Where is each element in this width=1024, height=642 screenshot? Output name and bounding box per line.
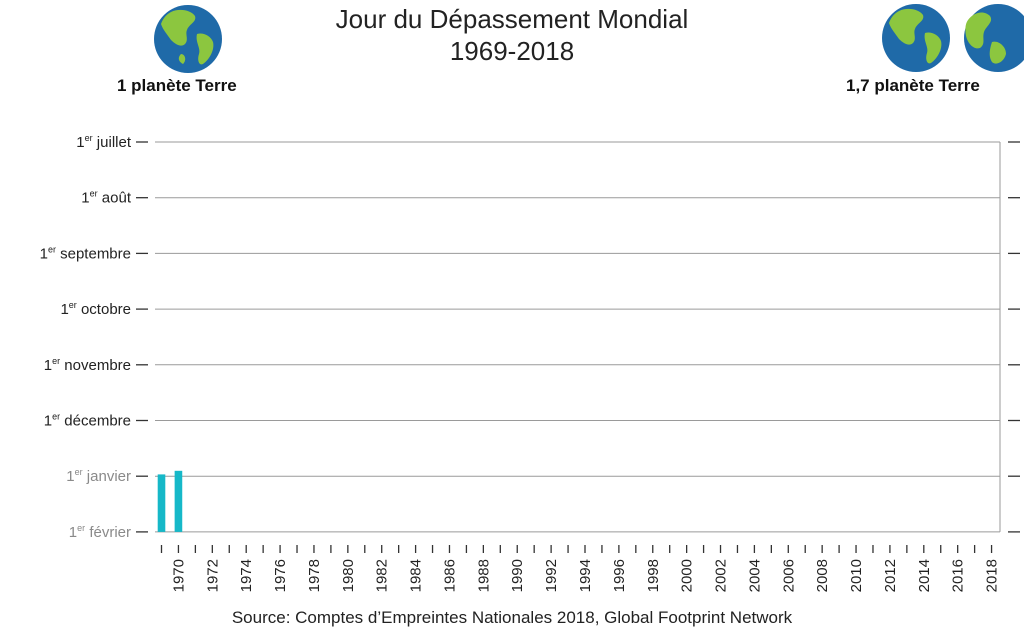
x-tick-label: 1992	[543, 559, 560, 592]
two-earth-globes-icon	[882, 4, 1024, 72]
x-tick-label: 2006	[780, 559, 797, 592]
y-tick-label: 1er juillet	[76, 133, 132, 151]
x-tick-label: 1988	[475, 559, 492, 592]
x-tick-label: 2016	[950, 559, 967, 592]
x-tick-label: 2008	[814, 559, 831, 592]
x-tick-label: 1990	[509, 559, 526, 592]
x-tick-label: 2010	[848, 559, 865, 592]
y-tick-label: 1er février	[69, 523, 131, 541]
right-planet-label: 1,7 planète Terre	[846, 76, 980, 95]
x-tick-label: 1978	[306, 559, 323, 592]
bar-1969	[157, 474, 166, 532]
x-tick-label: 2018	[984, 559, 1001, 592]
y-tick-label: 1er novembre	[44, 356, 131, 374]
x-tick-label: 1986	[441, 559, 458, 592]
x-tick-label: 1980	[340, 559, 357, 592]
x-tick-label: 2012	[882, 559, 899, 592]
earth-globe-icon	[154, 5, 222, 73]
y-tick-label: 1er août	[81, 189, 132, 207]
chart-subtitle: 1969-2018	[449, 36, 575, 66]
source-note: Source: Comptes d’Empreintes Nationales …	[231, 608, 793, 627]
x-tick-label: 1984	[408, 559, 425, 592]
y-tick-label: 1er octobre	[60, 300, 131, 318]
overshoot-bar-chart: 1er juillet 1er août 1er septembre 1er octo…	[40, 133, 1020, 592]
x-tick-label: 1996	[611, 559, 628, 592]
x-tick-label: 1976	[272, 559, 289, 592]
left-planet-label: 1 planète Terre	[117, 76, 237, 95]
x-tick-label: 1994	[577, 559, 594, 592]
y-tick-label: 1er janvier	[66, 467, 131, 485]
x-tick-label: 1974	[238, 559, 255, 592]
x-tick-label: 1998	[645, 559, 662, 592]
bar-1970	[174, 470, 183, 532]
x-tick-label: 2000	[679, 559, 696, 592]
x-tick-label: 2014	[916, 559, 933, 592]
y-tick-label: 1er décembre	[44, 412, 131, 430]
x-tick-label: 1972	[204, 559, 221, 592]
x-tick-label: 1982	[374, 559, 391, 592]
x-tick-label: 2004	[746, 559, 763, 592]
x-tick-label: 1970	[170, 559, 187, 592]
x-tick-label: 2002	[713, 559, 730, 592]
y-tick-label: 1er septembre	[40, 244, 131, 262]
chart-title: Jour du Dépassement Mondial	[335, 4, 689, 34]
